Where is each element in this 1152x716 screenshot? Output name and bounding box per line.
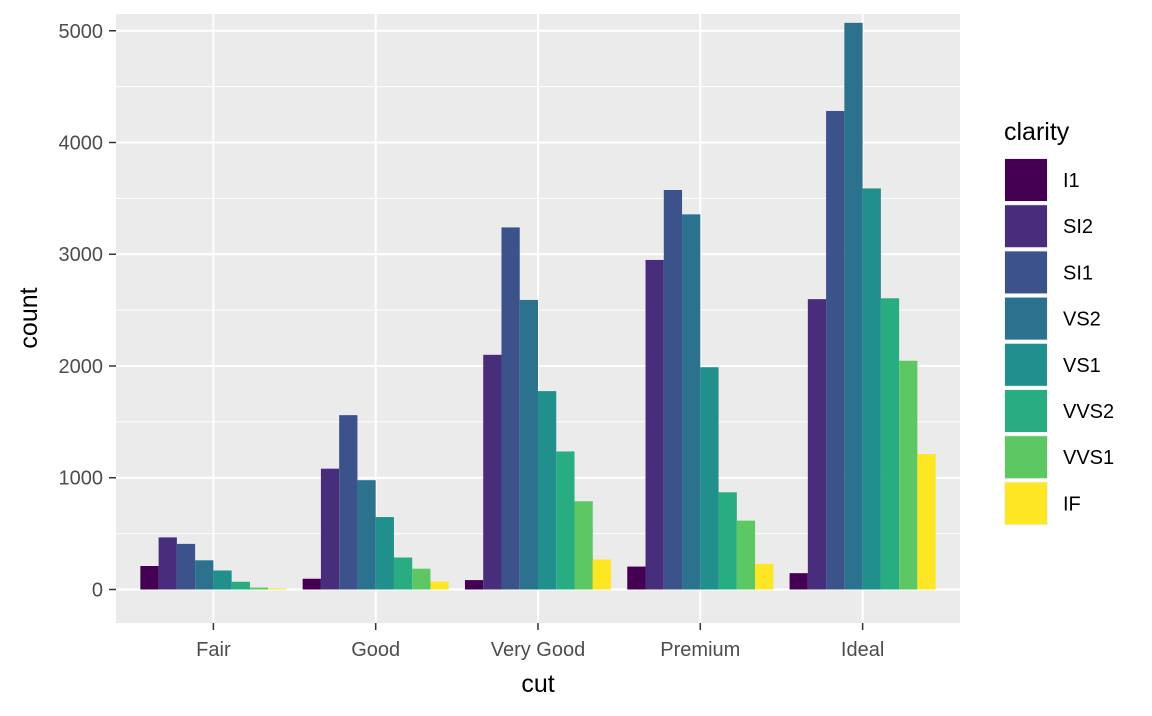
bar-si1-premium	[663, 190, 683, 590]
bar-vvs1-premium	[736, 520, 756, 590]
y-tick-label: 1000	[59, 468, 104, 490]
x-axis-title: cut	[521, 670, 554, 698]
bar-vvs2-premium	[718, 492, 737, 590]
x-tick-label: Ideal	[841, 639, 884, 661]
bar-vvs2-good	[393, 557, 413, 590]
bar-si1-very-good	[501, 227, 520, 590]
bar-vvs1-fair	[249, 587, 269, 590]
legend-key-if	[1005, 482, 1047, 525]
axis-ticks	[109, 30, 864, 630]
bar-i1-ideal	[789, 573, 808, 590]
legend: I1 SI2 SI1 VS2 VS1 VVS2 VVS1 IF	[1004, 158, 1114, 526]
legend-key-vvs2	[1005, 390, 1047, 432]
bar-if-very-good	[592, 559, 612, 590]
legend-label-vvs1: VVS1	[1063, 447, 1114, 469]
bar-vs1-ideal	[862, 188, 881, 590]
legend-key-si2	[1005, 205, 1047, 248]
bars	[140, 22, 936, 590]
bar-vvs2-fair	[231, 581, 250, 590]
bar-vvs1-very-good	[574, 501, 593, 590]
x-tick-label: Good	[351, 639, 400, 661]
bar-vs1-very-good	[538, 391, 557, 590]
bar-si1-good	[339, 415, 358, 590]
legend-label-if: IF	[1063, 493, 1081, 515]
bar-si2-fair	[158, 537, 177, 590]
y-tick-label: 5000	[59, 21, 104, 43]
y-tick-label: 2000	[59, 356, 104, 378]
y-tick-label: 3000	[59, 244, 104, 266]
y-axis-title: count	[15, 287, 43, 348]
bar-si1-ideal	[826, 110, 845, 590]
x-tick-label: Premium	[660, 639, 740, 661]
bar-if-good	[430, 581, 449, 590]
bar-if-premium	[755, 563, 774, 590]
bar-if-ideal	[917, 454, 936, 590]
bar-vs2-fair	[195, 560, 214, 590]
bar-si2-good	[320, 468, 340, 590]
bar-vvs1-good	[412, 568, 431, 590]
legend-label-si1: SI1	[1063, 262, 1093, 284]
bar-vs2-ideal	[844, 22, 863, 590]
y-tick-label: 4000	[59, 133, 104, 155]
bar-vs1-good	[375, 517, 394, 590]
y-tick-labels: 0 1000 2000 3000 4000 5000	[59, 21, 104, 602]
legend-label-i1: I1	[1063, 170, 1080, 192]
x-tick-label: Very Good	[491, 639, 586, 661]
bar-vs2-premium	[682, 214, 701, 590]
legend-label-si2: SI2	[1063, 216, 1093, 238]
bar-vs1-premium	[700, 367, 719, 590]
bar-si2-ideal	[807, 299, 827, 590]
bar-i1-good	[302, 578, 321, 590]
bar-vvs2-ideal	[880, 298, 900, 590]
y-tick-label: 0	[92, 579, 103, 601]
legend-key-si1	[1005, 251, 1047, 294]
legend-key-vs2	[1005, 297, 1047, 340]
legend-label-vvs2: VVS2	[1063, 401, 1114, 423]
bar-vvs2-very-good	[556, 451, 575, 590]
x-tick-labels: Fair Good Very Good Premium Ideal	[196, 639, 884, 661]
bar-i1-fair	[140, 566, 159, 590]
legend-title: clarity	[1004, 118, 1070, 146]
legend-label-vs2: VS2	[1063, 309, 1101, 331]
bar-vvs1-ideal	[899, 360, 918, 590]
bar-si2-premium	[645, 259, 664, 590]
x-tick-label: Fair	[196, 639, 231, 661]
bar-vs1-fair	[213, 570, 232, 590]
bar-vs2-good	[357, 480, 376, 590]
legend-key-vs1	[1005, 343, 1047, 386]
bar-vs2-very-good	[519, 299, 538, 590]
legend-key-i1	[1005, 159, 1047, 201]
legend-key-vvs1	[1005, 436, 1047, 479]
bar-si2-very-good	[483, 354, 502, 590]
legend-label-vs1: VS1	[1063, 355, 1101, 377]
bar-si1-fair	[176, 543, 196, 590]
bar-if-fair	[268, 588, 287, 590]
bar-i1-premium	[627, 566, 646, 590]
bar-i1-very-good	[464, 580, 484, 590]
